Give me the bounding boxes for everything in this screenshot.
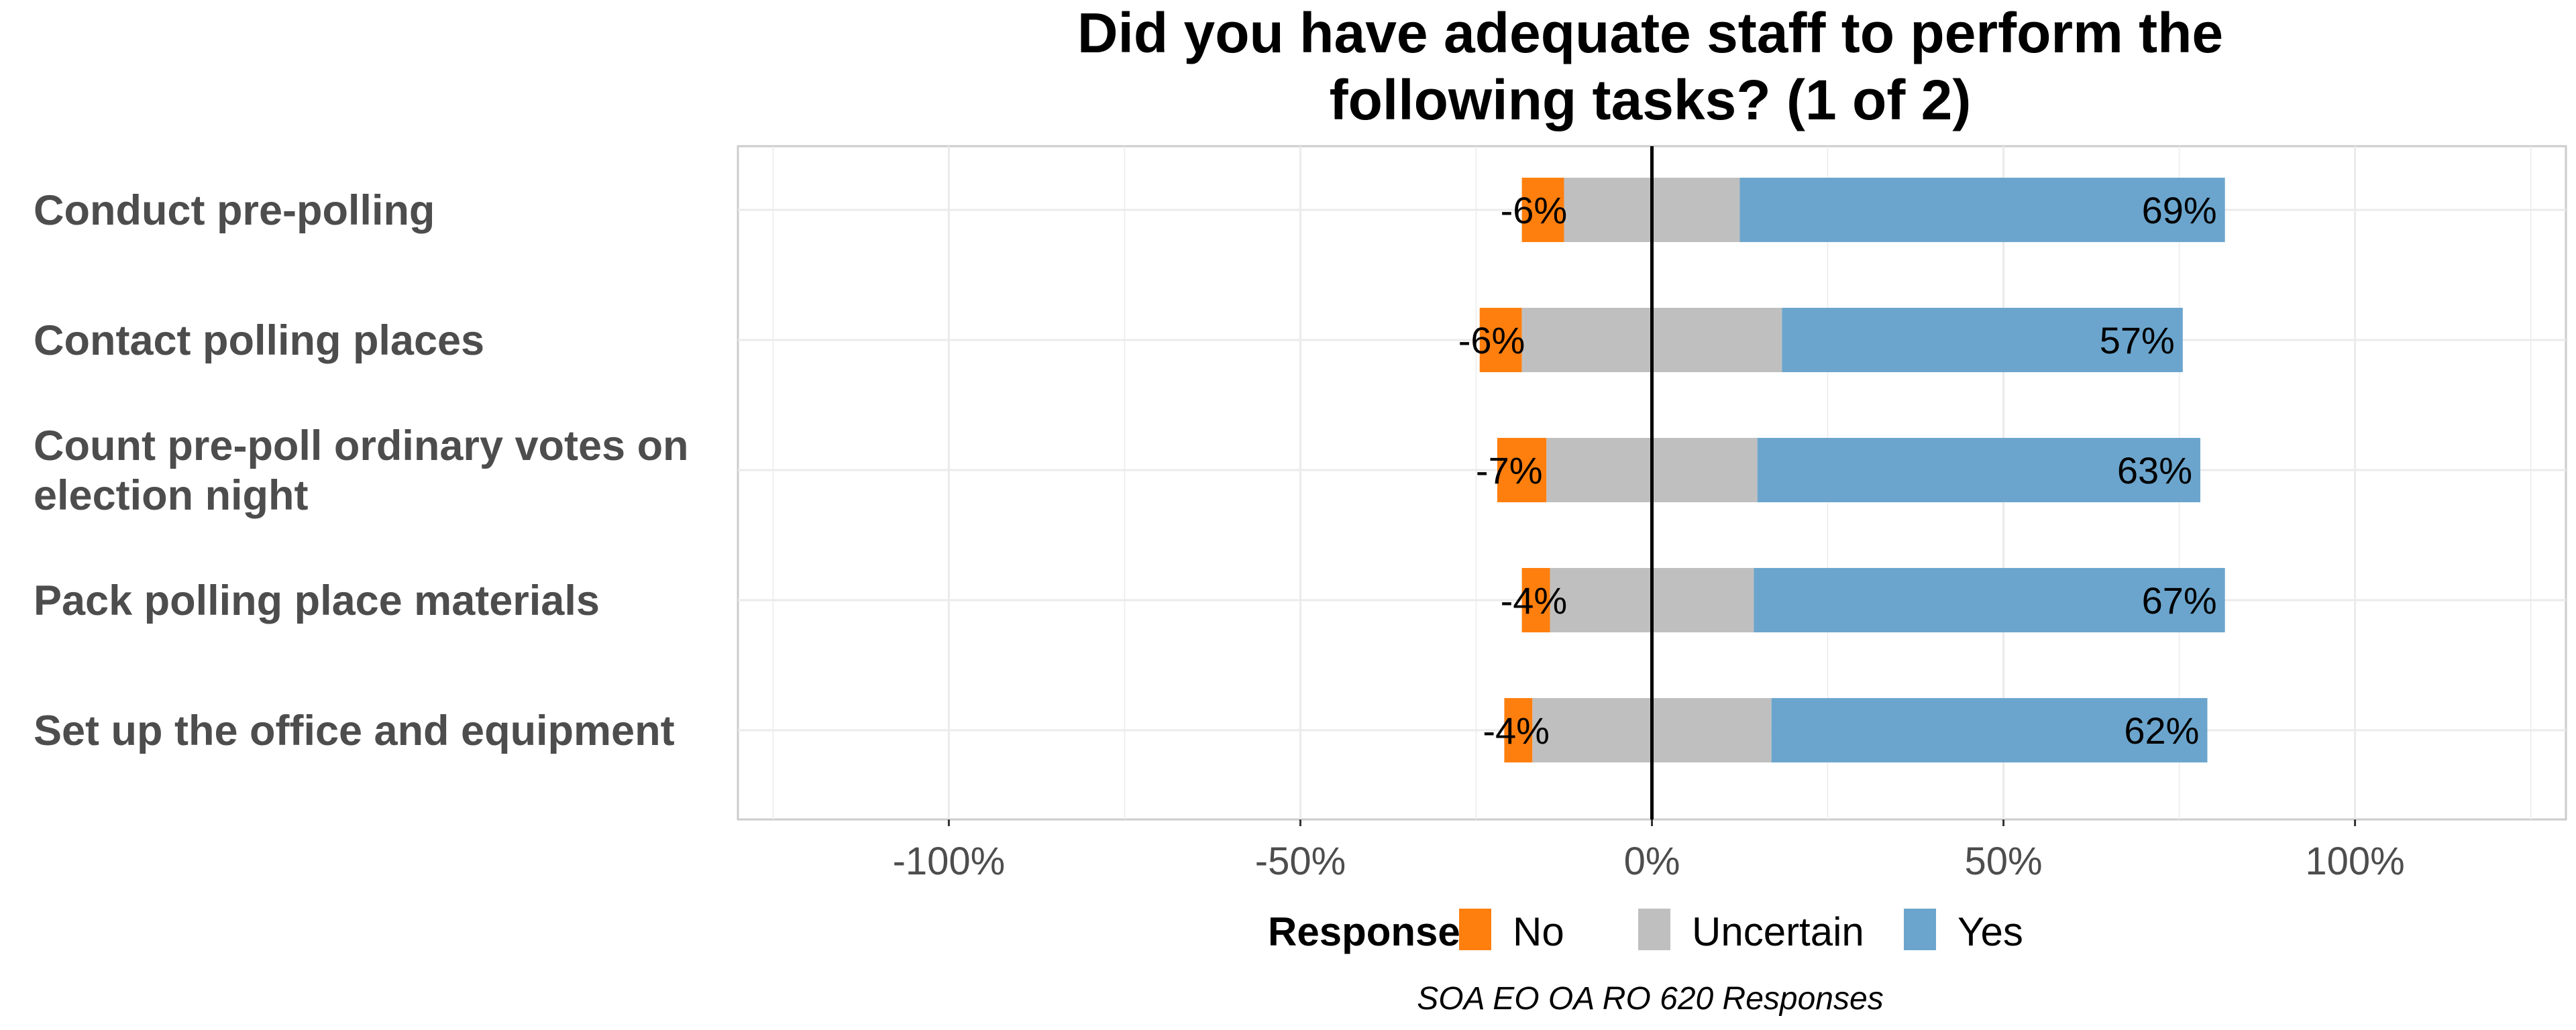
data-label-yes: 63% xyxy=(2117,449,2192,492)
legend-label: Yes xyxy=(1957,909,2023,954)
legend-title: Response xyxy=(1268,909,1460,954)
x-tick-label: -100% xyxy=(893,840,1006,883)
chart-title-line-2: following tasks? (1 of 2) xyxy=(1330,68,1972,131)
legend-swatch xyxy=(1638,909,1670,950)
category-label: Contact polling places xyxy=(34,317,484,364)
x-tick-label: -50% xyxy=(1255,840,1346,883)
data-label-yes: 57% xyxy=(2100,319,2175,361)
chart-title-line-1: Did you have adequate staff to perform t… xyxy=(1077,1,2223,64)
data-label-no: -4% xyxy=(1501,579,1568,622)
legend-item-uncertain: Uncertain xyxy=(1638,909,1864,954)
data-label-yes: 69% xyxy=(2142,189,2217,231)
data-label-yes: 67% xyxy=(2142,579,2217,622)
legend-swatch xyxy=(1459,909,1491,950)
legend-label: No xyxy=(1513,909,1564,954)
chart-title: Did you have adequate staff to perform t… xyxy=(1077,1,2223,131)
bar-no xyxy=(1521,178,1564,242)
plot-area: -6% 69% -6% 57% -7% 63% -4% 67% -4% 62% xyxy=(737,145,2567,821)
legend-item-yes: Yes xyxy=(1904,909,2023,954)
legend-label: Uncertain xyxy=(1692,909,1864,954)
bar-yes xyxy=(1771,698,2208,762)
legend: Response No Uncertain Yes xyxy=(1268,909,2023,954)
category-label: Conduct pre-polling xyxy=(34,187,435,234)
x-axis-ticks: -100% -50% 0% 50% 100% xyxy=(893,819,2405,883)
data-label-no: -4% xyxy=(1483,709,1550,752)
bar-yes xyxy=(1757,438,2200,502)
data-label-no: -7% xyxy=(1476,449,1543,492)
x-tick-label: 100% xyxy=(2305,840,2404,883)
data-label-no: -6% xyxy=(1458,319,1525,361)
category-label: Pack polling place materials xyxy=(34,577,600,624)
bar-yes xyxy=(1782,308,2183,372)
x-tick-label: 50% xyxy=(1964,840,2042,883)
category-label: Set up the office and equipment xyxy=(34,707,675,754)
data-label-no: -6% xyxy=(1501,189,1568,231)
bar-no xyxy=(1497,438,1547,502)
bar-no xyxy=(1479,308,1522,372)
bar-yes xyxy=(1754,568,2225,632)
caption: SOA EO OA RO 620 Responses xyxy=(1417,981,1883,1017)
data-label-yes: 62% xyxy=(2124,709,2199,752)
category-labels: Conduct pre-polling Contact polling place… xyxy=(34,187,689,754)
bar-no xyxy=(1521,568,1550,632)
bar-yes xyxy=(1739,178,2225,242)
x-tick-label: 0% xyxy=(1624,840,1680,883)
legend-item-no: No xyxy=(1459,909,1564,954)
category-label: election night xyxy=(34,472,309,519)
category-label: Count pre-poll ordinary votes on xyxy=(34,422,689,469)
bar-no xyxy=(1504,698,1533,762)
legend-swatch xyxy=(1904,909,1936,950)
